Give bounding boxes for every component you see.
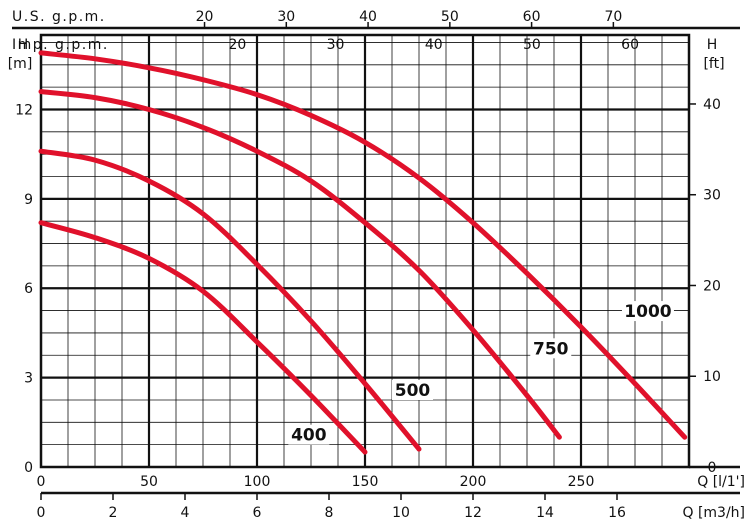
curve-1000: [38, 50, 688, 440]
tick-label: 12: [15, 102, 33, 118]
tick-label: 60: [621, 37, 639, 53]
tick-label: 150: [352, 474, 379, 490]
tick-label: 0: [37, 505, 46, 521]
axes: [12, 26, 740, 495]
tick-label: 40: [425, 37, 443, 53]
tick-label: 100: [244, 474, 271, 490]
tick-label: 16: [608, 505, 626, 521]
curve-label-bg: [621, 301, 674, 322]
curve-label-400: 400: [291, 426, 327, 446]
bottom2-axis-label: Q [m3/h]: [682, 505, 745, 521]
tick-label: 250: [568, 474, 595, 490]
left-axis-unit: [m]: [8, 56, 33, 72]
curve-labels: 400 500 750 1000: [288, 301, 674, 446]
curve-label-bg: [288, 424, 330, 445]
curve-label-750: 750: [533, 339, 569, 359]
curve-500: [38, 148, 422, 452]
top2-ticks: 20 30 40 50 60: [228, 37, 639, 53]
curves: [38, 50, 688, 455]
tick-label: 20: [703, 278, 721, 294]
tick-label: 50: [441, 9, 459, 25]
tick-label: 6: [253, 505, 262, 521]
curve-label-1000: 1000: [624, 302, 671, 322]
tick-label: 0: [708, 460, 717, 476]
tick-label: 9: [24, 192, 33, 208]
curve-label-500: 500: [395, 381, 431, 401]
tick-label: 10: [703, 369, 721, 385]
tick-label: 70: [604, 9, 622, 25]
plot-frame: [39, 33, 691, 469]
tick-label: 0: [37, 474, 46, 490]
tick-label: 2: [109, 505, 118, 521]
top-ticks: 20 30 40 50 60 70: [196, 9, 622, 28]
tick-label: 30: [703, 188, 721, 204]
curve-label-bg: [392, 380, 434, 401]
tick-label: 20: [196, 9, 214, 25]
tick-label: 40: [359, 9, 377, 25]
bottom2-ticks: 0 2 4 6 8 10 12 14 16: [37, 493, 626, 521]
tick-label: 6: [24, 281, 33, 297]
curve-400: [38, 220, 368, 455]
tick-label: 3: [24, 371, 33, 387]
curve-label-bg: [530, 338, 572, 359]
left-axis-label: H: [18, 37, 29, 53]
tick-label: 40: [703, 97, 721, 113]
tick-label: 0: [24, 460, 33, 476]
tick-label: 4: [181, 505, 190, 521]
curve-750: [38, 89, 562, 440]
tick-label: 30: [327, 37, 345, 53]
bottom-ticks: 0 50 100 150 200 250: [37, 474, 595, 490]
right-axis-unit: [ft]: [703, 56, 724, 72]
bottom-axis-label: Q [l/1']: [697, 474, 745, 490]
tick-label: 20: [228, 37, 246, 53]
tick-label: 10: [392, 505, 410, 521]
tick-label: 12: [464, 505, 482, 521]
tick-label: 60: [523, 9, 541, 25]
top-axis-label: U.S. g.p.m.: [12, 9, 106, 25]
tick-label: 50: [523, 37, 541, 53]
right-axis-label: H: [707, 37, 718, 53]
tick-label: 30: [277, 9, 295, 25]
top2-axis-label: Imp. g.p.m.: [12, 37, 109, 53]
right-ticks: 0 10 20 30 40: [689, 97, 721, 476]
tick-label: 14: [536, 505, 554, 521]
tick-label: 8: [325, 505, 334, 521]
tick-label: 200: [460, 474, 487, 490]
left-ticks: 0 3 6 9 12: [15, 102, 33, 476]
tick-label: 50: [140, 474, 158, 490]
